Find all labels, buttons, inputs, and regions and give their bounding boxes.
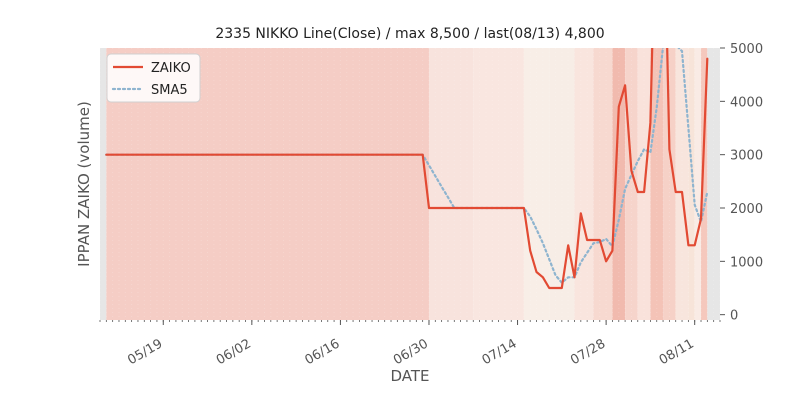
series-line-zaiko [105,48,709,290]
y-tick-label: 2000 [730,202,763,217]
y-tick-label: 0 [730,309,738,324]
y-axis: 0 1000 2000 3000 4000 5000 [720,42,763,324]
x-tick-label: 05/19 [125,336,165,368]
x-tick-label: 06/30 [391,336,431,368]
x-tick-label: 06/16 [302,336,342,368]
x-tick-label: 06/02 [214,336,254,368]
background-band [701,48,708,320]
y-tick-label: 3000 [730,149,763,164]
legend-label-zaiko: ZAIKO [151,61,191,76]
legend-label-sma5: SMA5 [151,83,188,98]
series-lines [105,48,709,290]
series-line-sma5 [105,48,709,284]
background-band [675,48,689,320]
background-band [549,48,575,320]
background-band [612,48,626,320]
y-tick-label: 4000 [730,95,763,110]
x-axis: 05/19 06/02 06/16 06/30 07/14 07/28 08/11 [99,320,721,368]
x-tick-label: 07/14 [480,336,520,368]
x-tick-label: 07/28 [568,336,608,368]
background-band [694,48,702,320]
background-band [473,48,524,320]
y-tick-label: 1000 [730,255,763,270]
background-band [650,48,664,320]
x-axis-label: DATE [390,367,429,385]
background-band [100,48,107,320]
background-band [523,48,550,320]
background-band [707,48,720,320]
y-tick-label: 5000 [730,42,763,57]
background-band [593,48,613,320]
chart-title: 2335 NIKKO Line(Close) / max 8,500 / las… [215,26,604,42]
x-tick-label: 08/11 [657,336,697,368]
background-bands [100,48,720,320]
background-band [688,48,695,320]
y-axis-label: IPPAN ZAIKO (volume) [75,101,93,267]
background-band [663,48,676,320]
legend: ZAIKO SMA5 [106,53,201,103]
background-band [428,48,474,320]
background-band [574,48,594,320]
